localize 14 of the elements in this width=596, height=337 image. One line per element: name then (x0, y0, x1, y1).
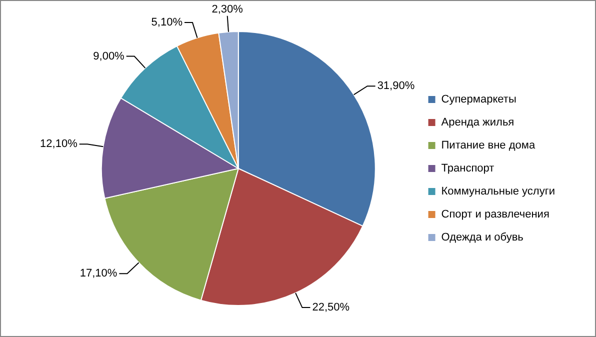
legend-label: Коммунальные услуги (441, 186, 556, 198)
legend-label: Транспорт (441, 162, 494, 175)
legend-label: Спорт и развлечения (441, 208, 550, 221)
data-label: 22,50% (312, 302, 350, 314)
legend-label: Аренда жилья (441, 116, 514, 129)
data-label: 12,10% (40, 138, 78, 150)
legend-label: Питание вне дома (441, 140, 536, 152)
legend-label: Одежда и обувь (441, 232, 524, 244)
data-label: 17,10% (80, 268, 118, 280)
data-label: 5,10% (151, 16, 183, 29)
legend-label: Супермаркеты (441, 94, 516, 106)
data-label: 31,90% (377, 80, 415, 92)
data-label: 2,30% (212, 3, 244, 16)
data-label: 9,00% (93, 50, 125, 62)
